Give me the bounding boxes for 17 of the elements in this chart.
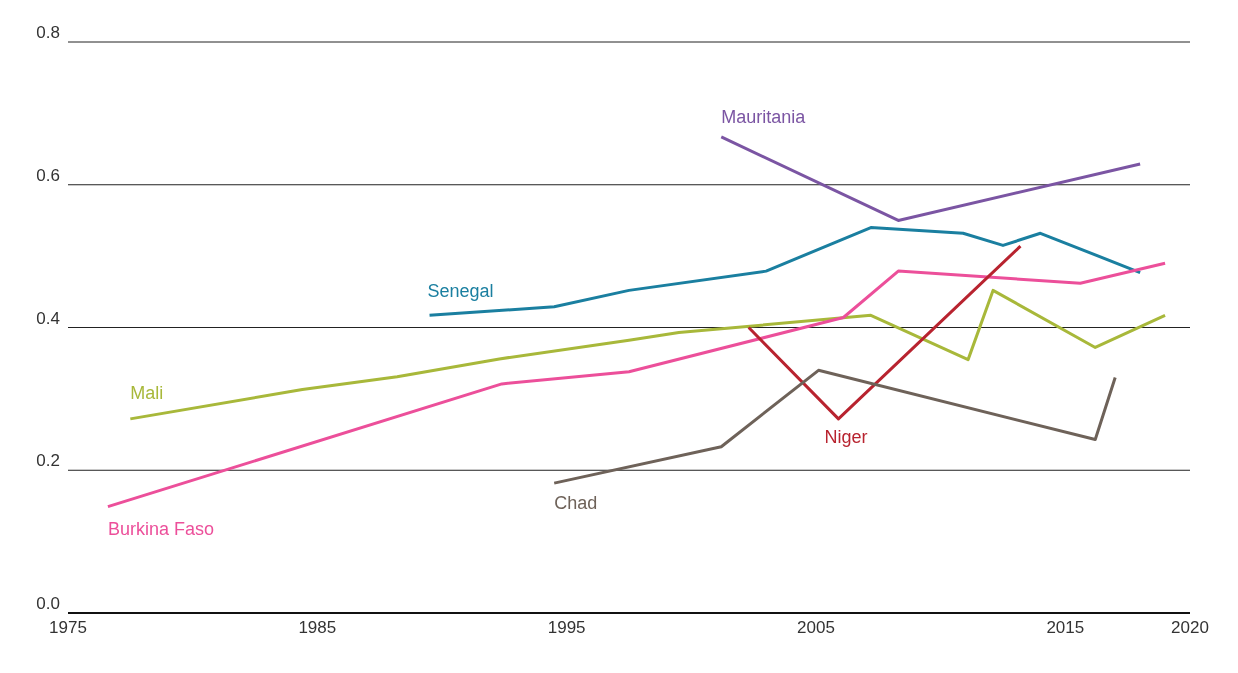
y-tick-label: 0.0 (36, 594, 60, 614)
y-tick-label: 0.8 (36, 23, 60, 43)
x-tick-label: 1975 (49, 618, 87, 638)
series-label: Niger (824, 426, 868, 447)
series-label: Burkina Faso (107, 518, 214, 539)
x-tick-label: 2020 (1171, 618, 1209, 638)
series-label: Senegal (427, 281, 494, 302)
y-tick-label: 0.2 (36, 451, 60, 471)
y-tick-label: 0.6 (36, 165, 60, 185)
x-tick-label: 1985 (298, 618, 337, 638)
y-tick-label: 0.4 (36, 308, 60, 328)
series-label: Mauritania (721, 106, 807, 127)
series-label: Mali (130, 382, 164, 403)
series-label: Chad (554, 493, 598, 514)
x-tick-label: 1995 (547, 618, 586, 638)
x-tick-label: 2005 (797, 618, 835, 638)
x-tick-label: 2015 (1046, 618, 1085, 638)
